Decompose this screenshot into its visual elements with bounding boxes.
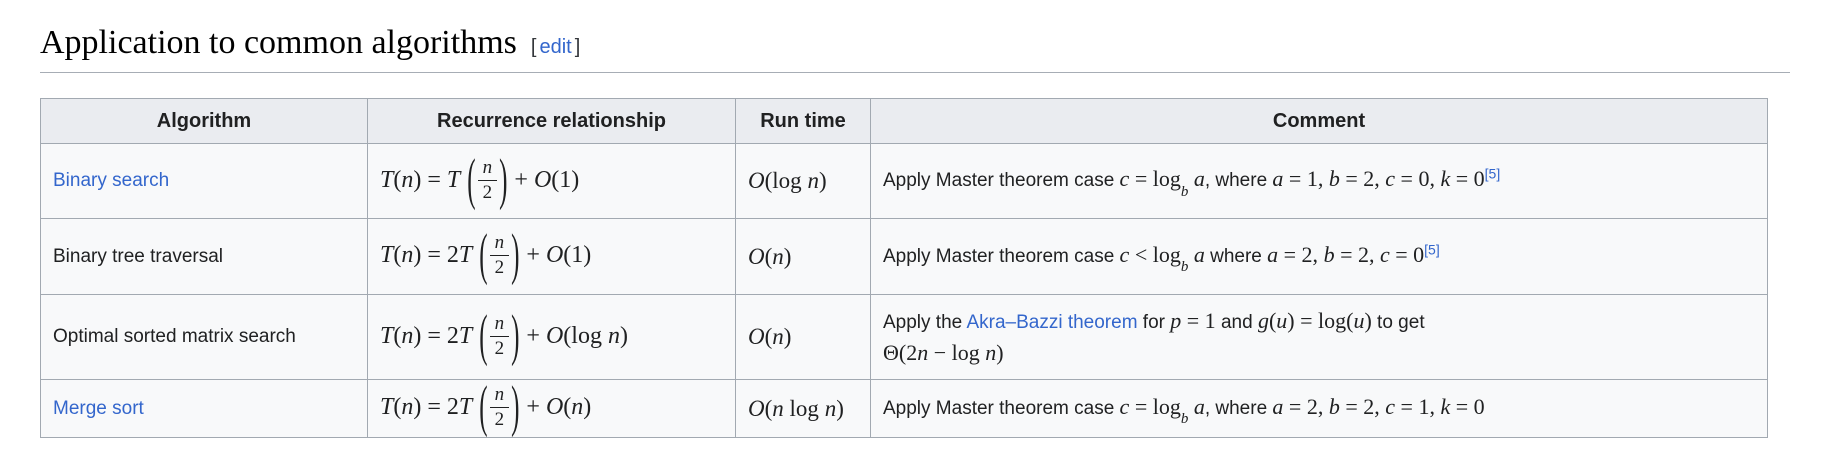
table-row: Merge sort T(n) = 2T (n 2) + O(n) O(n log… xyxy=(40,376,1768,439)
comment-cell: Apply the Akra–Bazzi theorem for p = 1 a… xyxy=(870,294,1768,380)
recurrence-formula: T(n) = 2T (n 2) + O(n) xyxy=(380,376,592,439)
edit-section: [edit] xyxy=(531,36,580,59)
akra-bazzi-theorem-link[interactable]: Akra–Bazzi theorem xyxy=(966,312,1138,334)
table-row: Optimal sorted matrix search T(n) = 2T (… xyxy=(40,294,1768,380)
header-runtime: Run time xyxy=(735,98,871,144)
runtime-formula: O(n) xyxy=(748,243,792,269)
right-paren: ) xyxy=(511,376,520,439)
header-algorithm: Algorithm xyxy=(40,98,368,144)
algorithm-cell: Binary search xyxy=(40,143,368,219)
comment-text: Apply the xyxy=(883,312,967,334)
header-comment: Comment xyxy=(870,98,1768,144)
content-area: Application to common algorithms [edit] … xyxy=(40,24,1790,438)
comment-text: Apply Master theorem case xyxy=(883,397,1120,419)
edit-bracket-close: ] xyxy=(574,36,581,58)
comment-text: Apply Master theorem case xyxy=(883,170,1120,192)
header-recurrence: Recurrence relationship xyxy=(367,98,736,144)
recurrence-cell: T(n) = 2T (n 2) + O(log n) xyxy=(367,294,736,380)
recurrence-cell: T(n) = T (n 2) + O(1) xyxy=(367,143,736,219)
edit-link[interactable]: edit xyxy=(539,36,572,58)
table-header-row: Algorithm Recurrence relationship Run ti… xyxy=(40,98,1768,144)
algorithm-cell: Optimal sorted matrix search xyxy=(40,294,368,380)
algorithms-table: Algorithm Recurrence relationship Run ti… xyxy=(40,98,1768,438)
algorithm-label: Optimal sorted matrix search xyxy=(53,326,296,348)
recurrence-formula: T(n) = 2T (n 2) + O(log n) xyxy=(380,304,628,368)
algorithm-label: Binary tree traversal xyxy=(53,245,224,267)
recurrence-formula: T(n) = 2T (n 2) + O(1) xyxy=(380,224,592,287)
runtime-cell: O(n) xyxy=(735,218,871,295)
binary-search-link[interactable]: Binary search xyxy=(53,170,170,192)
right-paren: ) xyxy=(511,304,520,368)
reference-link[interactable]: [5] xyxy=(1484,165,1501,182)
runtime-formula: O(n) xyxy=(748,324,792,350)
comment-cell: Apply Master theorem case c < logb a whe… xyxy=(870,218,1768,295)
recurrence-formula: T(n) = T (n 2) + O(1) xyxy=(380,148,580,212)
left-paren: ( xyxy=(467,148,476,212)
algorithm-cell: Binary tree traversal xyxy=(40,218,368,295)
section-heading: Application to common algorithms [edit] xyxy=(40,24,1790,73)
right-paren: ) xyxy=(499,148,508,212)
comment-cell: Apply Master theorem case c = logb a, wh… xyxy=(870,143,1768,219)
right-paren: ) xyxy=(511,224,520,287)
table-row: Binary search T(n) = T (n 2) + O(1) O(log… xyxy=(40,143,1768,219)
merge-sort-link[interactable]: Merge sort xyxy=(53,397,144,419)
runtime-formula: O(n log n) xyxy=(748,395,844,421)
edit-bracket-open: [ xyxy=(530,36,537,58)
comment-cell: Apply Master theorem case c = logb a, wh… xyxy=(870,379,1768,438)
comment-text: Apply Master theorem case xyxy=(883,245,1120,267)
left-paren: ( xyxy=(479,304,488,368)
algorithm-cell: Merge sort xyxy=(40,379,368,438)
recurrence-cell: T(n) = 2T (n 2) + O(n) xyxy=(367,376,736,439)
reference-link[interactable]: [5] xyxy=(1424,241,1440,258)
comment-formula-line2: Θ(2n − log n) xyxy=(883,340,1004,365)
table-row: Binary tree traversal T(n) = 2T (n 2) + O… xyxy=(40,218,1768,295)
runtime-cell: O(n) xyxy=(735,294,871,380)
runtime-cell: O(n log n) xyxy=(735,379,871,438)
runtime-cell: O(log n) xyxy=(735,143,871,219)
page-title: Application to common algorithms xyxy=(40,24,517,61)
runtime-formula: O(log n) xyxy=(748,168,827,194)
recurrence-cell: T(n) = 2T (n 2) + O(1) xyxy=(367,218,736,295)
left-paren: ( xyxy=(479,224,488,287)
left-paren: ( xyxy=(479,376,488,439)
